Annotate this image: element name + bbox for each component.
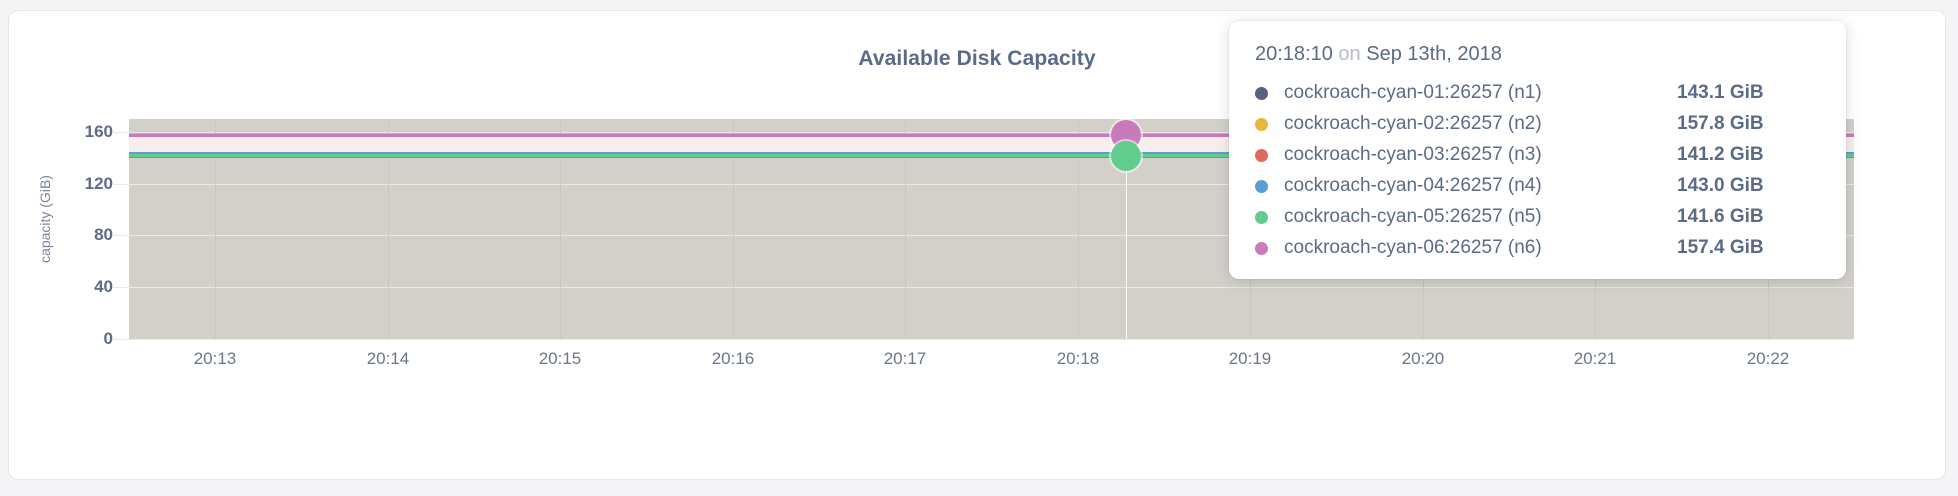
y-axis-tick-stub	[113, 339, 129, 340]
tooltip-series-value: 157.8 GiB	[1677, 113, 1764, 134]
tooltip-row: cockroach-cyan-02:26257 (n2) 157.8 GiB	[1255, 113, 1820, 135]
tooltip-series-value: 141.2 GiB	[1677, 144, 1764, 165]
tooltip-series-value: 143.0 GiB	[1677, 175, 1764, 196]
series-color-dot-icon	[1255, 86, 1268, 100]
series-color-dot-icon	[1255, 179, 1268, 193]
hover-crosshair-line	[1126, 119, 1127, 339]
tooltip-series-name: cockroach-cyan-02:26257 (n2)	[1284, 113, 1542, 134]
x-axis-tick-label: 20:15	[538, 349, 582, 368]
y-axis-tick-stub	[113, 235, 129, 237]
tooltip-row: cockroach-cyan-04:26257 (n4) 143.0 GiB	[1255, 175, 1820, 197]
gridline-horizontal	[129, 287, 1854, 289]
y-axis-tick-label: 120	[84, 173, 113, 193]
x-axis-tick-label: 20:19	[1228, 349, 1272, 368]
tooltip-time: 20:18:10	[1255, 43, 1333, 65]
tooltip-date: Sep 13th, 2018	[1366, 43, 1502, 65]
series-line-n6	[129, 133, 1854, 137]
y-axis-ticks: 0 40 80 120 160	[47, 11, 113, 479]
y-axis-tick-stub	[113, 183, 129, 185]
hover-tooltip: 20:18:10 on Sep 13th, 2018 cockroach-cya…	[1229, 21, 1846, 279]
gridline-vertical	[905, 119, 906, 339]
y-axis-tick-stub	[113, 287, 129, 289]
tooltip-row: cockroach-cyan-01:26257 (n1) 143.1 GiB	[1255, 82, 1820, 104]
gridline-vertical	[215, 119, 216, 339]
series-color-dot-icon	[1255, 117, 1268, 131]
series-color-dot-icon	[1255, 148, 1268, 162]
y-axis-tick-label: 80	[94, 225, 113, 245]
gridline-horizontal	[129, 339, 1854, 340]
x-axis-tick-label: 20:18	[1056, 349, 1100, 368]
x-axis-tick-label: 20:20	[1401, 349, 1445, 368]
y-axis-tick-label: 0	[103, 329, 113, 348]
tooltip-timestamp: 20:18:10 on Sep 13th, 2018	[1255, 43, 1820, 66]
y-axis-tick-stub	[113, 131, 129, 133]
x-axis-tick-label: 20:14	[366, 349, 410, 368]
tooltip-series-name: cockroach-cyan-03:26257 (n3)	[1284, 144, 1542, 165]
x-axis-tick-label: 20:21	[1573, 349, 1617, 368]
tooltip-on-word: on	[1338, 43, 1361, 65]
y-axis-tick-label: 160	[84, 121, 113, 141]
tooltip-series-name: cockroach-cyan-06:26257 (n6)	[1284, 237, 1542, 258]
tooltip-row: cockroach-cyan-03:26257 (n3) 141.2 GiB	[1255, 144, 1820, 166]
series-line-n4	[129, 152, 1854, 156]
tooltip-series-value: 143.1 GiB	[1677, 82, 1764, 103]
gridline-horizontal	[129, 131, 1854, 133]
tooltip-row: cockroach-cyan-05:26257 (n5) 141.6 GiB	[1255, 206, 1820, 228]
y-axis-tick-label: 40	[94, 277, 113, 297]
tooltip-series-name: cockroach-cyan-05:26257 (n5)	[1284, 206, 1542, 227]
gridline-horizontal	[129, 235, 1854, 237]
gridline-vertical	[1078, 119, 1079, 339]
tooltip-series-list: cockroach-cyan-01:26257 (n1) 143.1 GiB coc…	[1255, 82, 1820, 259]
gridline-horizontal	[129, 183, 1854, 185]
x-axis-tick-label: 20:16	[711, 349, 755, 368]
tooltip-series-name: cockroach-cyan-01:26257 (n1)	[1284, 82, 1542, 103]
series-line-n5	[129, 154, 1854, 158]
page-title: Available Disk Capacity	[858, 47, 1096, 70]
chart-card: Available Disk Capacity capacity (GiB) 0…	[8, 10, 1946, 480]
gridline-vertical	[388, 119, 389, 339]
gridline-vertical	[560, 119, 561, 339]
series-color-dot-icon	[1255, 210, 1268, 224]
x-axis-tick-label: 20:22	[1746, 349, 1790, 368]
x-axis-tick-label: 20:17	[883, 349, 927, 368]
gridline-vertical	[733, 119, 734, 339]
tooltip-series-name: cockroach-cyan-04:26257 (n4)	[1284, 175, 1542, 196]
series-color-dot-icon	[1255, 241, 1268, 255]
tooltip-row: cockroach-cyan-06:26257 (n6) 157.4 GiB	[1255, 237, 1820, 259]
tooltip-series-value: 141.6 GiB	[1677, 206, 1764, 227]
tooltip-series-value: 157.4 GiB	[1677, 237, 1764, 258]
x-axis-tick-label: 20:13	[193, 349, 237, 368]
hover-point-marker	[1111, 140, 1141, 171]
